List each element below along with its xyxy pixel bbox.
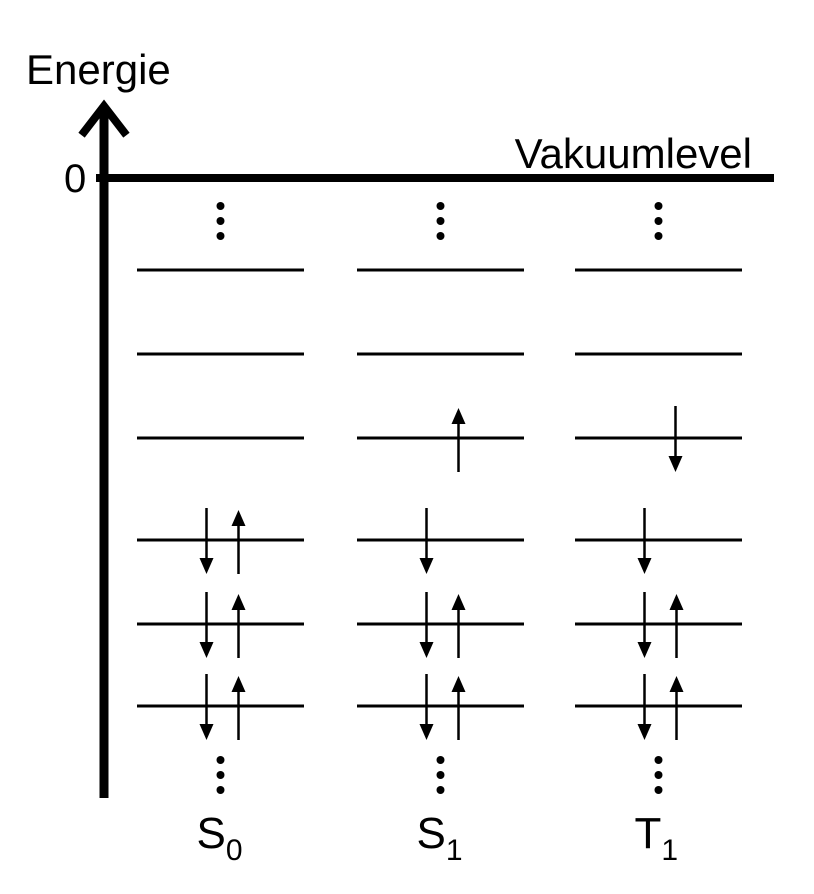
ellipsis-bottom-t1 [654, 756, 663, 794]
vacuum-level-label: Vakuumlevel [515, 130, 752, 177]
spin-down-arrow-s1-lower-3 [419, 674, 434, 740]
ellipsis-top-s1 [436, 202, 445, 240]
spin-up-arrow-s1-lower-2 [451, 594, 466, 658]
state-column-s1: S1 [357, 202, 524, 867]
state-label-s1: S1 [417, 809, 463, 867]
spin-up-arrow-s0-lower-2 [231, 594, 246, 658]
state-column-t1: T1 [575, 202, 742, 867]
spin-up-arrow-t1-lower-2 [669, 594, 684, 658]
energy-axis-label: Energie [26, 46, 171, 93]
spin-up-arrow-s1-lower-3 [451, 676, 466, 740]
spin-down-arrow-s0-lower-1 [199, 508, 214, 574]
spin-down-arrow-t1-lower-3 [637, 674, 652, 740]
state-columns: S0 S1 T1 [137, 202, 742, 867]
spin-up-arrow-s1-upper-1 [451, 408, 466, 472]
state-label-t1: T1 [635, 809, 679, 867]
energy-axis-arrowhead [78, 99, 130, 138]
spin-down-arrow-s1-lower-2 [419, 592, 434, 658]
ellipsis-top-s0 [216, 202, 225, 240]
ellipsis-bottom-s0 [216, 756, 225, 794]
zero-label: 0 [64, 157, 86, 201]
state-label-s0: S0 [197, 809, 243, 867]
spin-down-arrow-t1-lower-1 [637, 508, 652, 574]
spin-down-arrow-t1-lower-2 [637, 592, 652, 658]
spin-down-arrow-s1-lower-1 [419, 508, 434, 574]
spin-down-arrow-s0-lower-2 [199, 592, 214, 658]
state-column-s0: S0 [137, 202, 304, 867]
spin-up-arrow-s0-lower-1 [231, 510, 246, 574]
spin-down-arrow-s0-lower-3 [199, 674, 214, 740]
spin-up-arrow-s0-lower-3 [231, 676, 246, 740]
ellipsis-bottom-s1 [436, 756, 445, 794]
spin-up-arrow-t1-lower-3 [669, 676, 684, 740]
spin-down-arrow-t1-upper-1 [668, 406, 683, 472]
ellipsis-top-t1 [654, 202, 663, 240]
